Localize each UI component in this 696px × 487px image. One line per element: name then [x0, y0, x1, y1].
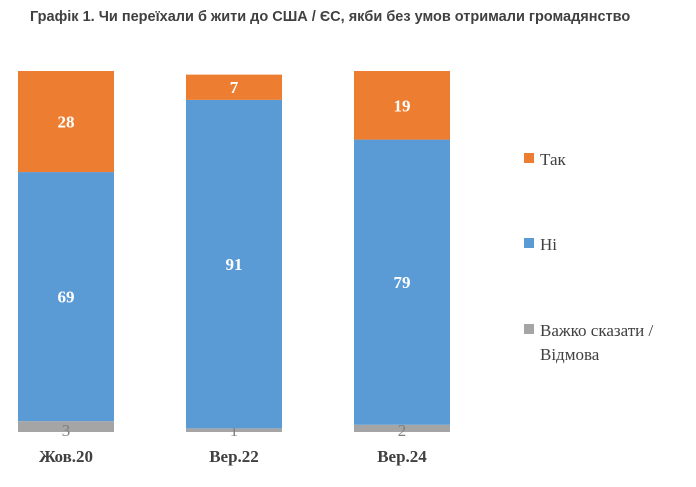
legend-swatch-ni	[524, 238, 534, 248]
bar-segment-tak-3	[354, 71, 450, 140]
chart-title: Графік 1. Чи переїхали б жити до США / Є…	[30, 9, 631, 25]
bar-segment-hard-to-say-3	[354, 424, 450, 432]
legend-item-tak: Так	[524, 148, 566, 172]
data-label-hard-to-say-3: 2	[398, 421, 407, 440]
data-label-ni-3: 79	[394, 273, 411, 292]
data-label-ni-1: 69	[58, 288, 75, 307]
legend-item-hard-to-say: Важко сказати / Відмова	[524, 319, 680, 367]
legend-item-ni: Ні	[524, 233, 557, 257]
bar-segment-tak-1	[18, 71, 114, 173]
legend-label-tak: Так	[540, 150, 566, 169]
data-label-ni-2: 91	[226, 255, 243, 274]
x-tick-label-3: Вер.24	[377, 447, 427, 466]
x-tick-label-2: Вер.22	[209, 447, 259, 466]
legend-swatch-tak	[524, 153, 534, 163]
data-label-tak-3: 19	[394, 96, 411, 115]
bar-segment-ni-1	[18, 172, 114, 422]
bar-segment-ni-3	[354, 139, 450, 425]
bar-segment-ni-2	[186, 99, 282, 429]
data-label-hard-to-say-1: 3	[62, 421, 71, 440]
legend-swatch-hard-to-say	[524, 324, 534, 334]
data-label-tak-1: 28	[58, 113, 75, 132]
bar-segment-hard-to-say-2	[186, 428, 282, 432]
legend-label-hard-to-say: Важко сказати / Відмова	[540, 321, 654, 364]
bar-segment-hard-to-say-1	[18, 421, 114, 432]
bar-segment-tak-2	[186, 74, 282, 100]
data-label-tak-2: 7	[230, 78, 239, 97]
data-label-hard-to-say-2: 1	[230, 421, 239, 440]
legend-label-ni: Ні	[540, 235, 557, 254]
x-tick-label-1: Жов.20	[39, 447, 93, 466]
